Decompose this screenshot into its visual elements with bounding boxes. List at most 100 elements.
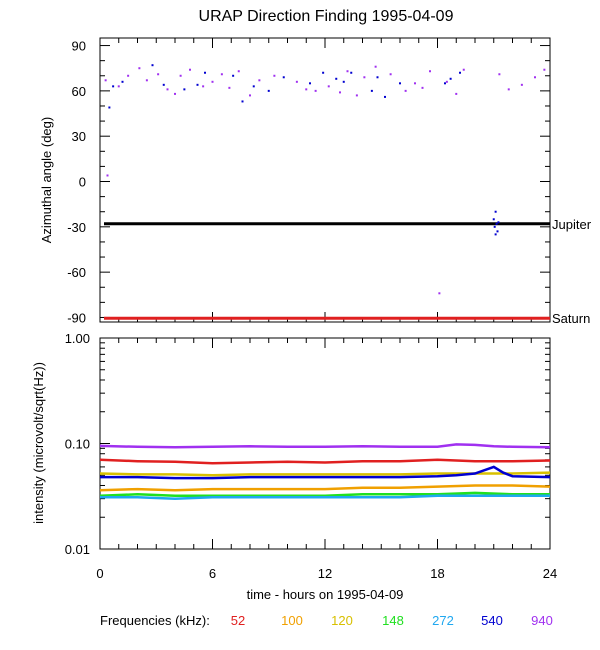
legend-item-540: 540 xyxy=(481,613,503,628)
azimuth-point-540 xyxy=(493,225,496,228)
x-tick-label: 24 xyxy=(543,566,557,581)
intensity-y-tick-label: 0.10 xyxy=(65,437,90,452)
azimuth-point-540 xyxy=(376,76,379,79)
azimuth-point-540 xyxy=(196,83,199,86)
intensity-lines xyxy=(99,443,551,500)
azimuth-point-940 xyxy=(157,73,160,76)
azimuth-point-540 xyxy=(459,71,461,74)
azimuth-point-540 xyxy=(492,218,495,221)
intensity-series-100 xyxy=(99,484,551,492)
legend-item-940: 940 xyxy=(531,613,553,628)
azimuth-point-940 xyxy=(166,88,169,91)
legend-item-120: 120 xyxy=(331,613,353,628)
intensity-y-tick-label: 1.00 xyxy=(65,331,90,346)
azimuth-point-940 xyxy=(104,79,107,82)
azimuth-point-940 xyxy=(389,73,392,76)
azimuth-point-940 xyxy=(211,80,214,83)
azimuth-panel: 90 60 30 0 -30 -60 -90 Jupiter Saturn Azimuthal… xyxy=(39,37,592,326)
azimuth-point-940 xyxy=(421,86,424,89)
azimuth-point-940 xyxy=(138,67,141,70)
azimuth-point-540 xyxy=(309,82,311,85)
x-tick-label: 0 xyxy=(96,566,103,581)
azimuth-point-540 xyxy=(121,80,124,83)
azimuth-point-540 xyxy=(494,210,497,213)
azimuth-plot-frame xyxy=(99,37,551,323)
azimuth-point-940 xyxy=(462,68,465,71)
azimuth-point-540 xyxy=(112,85,115,88)
azimuth-point-940 xyxy=(314,89,317,92)
intensity-series-272 xyxy=(100,494,550,500)
legend: Frequencies (kHz): 52 100 120 148 272 540 940 xyxy=(100,613,553,628)
azimuth-point-940 xyxy=(363,76,366,79)
azimuth-point-940 xyxy=(228,86,231,89)
azimuth-y-tick-label: 30 xyxy=(72,129,86,144)
azimuth-point-940 xyxy=(305,88,308,91)
azimuth-point-940 xyxy=(249,94,251,97)
x-tick-label: 12 xyxy=(318,566,332,581)
azimuth-point-940 xyxy=(438,292,441,295)
azimuth-point-940 xyxy=(355,94,358,97)
legend-item-100: 100 xyxy=(281,613,303,628)
azimuth-point-940 xyxy=(237,70,240,73)
azimuth-point-540 xyxy=(335,77,338,80)
azimuth-point-940 xyxy=(455,92,458,95)
intensity-plot-frame xyxy=(99,337,551,550)
x-tick-label: 18 xyxy=(430,566,444,581)
azimuth-y-tick-label: 0 xyxy=(79,175,86,190)
legend-item-148: 148 xyxy=(382,613,404,628)
azimuth-point-540 xyxy=(342,80,345,83)
azimuth-y-tick-label: 60 xyxy=(72,84,86,99)
azimuth-point-940 xyxy=(534,76,536,79)
azimuth-point-940 xyxy=(273,74,276,77)
azimuth-point-940 xyxy=(220,73,223,76)
intensity-y-tick-label: 0.01 xyxy=(65,542,90,557)
azimuth-point-940 xyxy=(339,91,341,94)
legend-item-52: 52 xyxy=(231,613,245,628)
azimuth-point-940 xyxy=(327,85,330,88)
azimuth-point-540 xyxy=(241,100,244,103)
intensity-panel: 1.00 0.10 0.01 intensity (microvolt/sqrt(H… xyxy=(31,331,551,557)
azimuth-point-940 xyxy=(543,68,546,71)
legend-item-272: 272 xyxy=(432,613,454,628)
azimuth-point-540 xyxy=(449,77,452,80)
azimuth-point-540 xyxy=(183,88,186,91)
azimuth-point-540 xyxy=(497,221,500,224)
azimuth-axis-label: Azimuthal angle (deg) xyxy=(39,117,54,243)
azimuth-point-940 xyxy=(295,80,298,83)
reference-label-jupiter: Jupiter xyxy=(552,217,592,232)
azimuth-point-940 xyxy=(429,70,431,73)
azimuth-point-540 xyxy=(204,71,206,74)
azimuth-point-940 xyxy=(414,82,416,85)
azimuth-point-540 xyxy=(267,89,270,92)
azimuth-point-540 xyxy=(495,222,498,225)
azimuth-point-940 xyxy=(127,74,130,77)
azimuth-point-940 xyxy=(202,85,205,88)
azimuth-point-540 xyxy=(370,89,373,92)
azimuth-point-540 xyxy=(384,95,386,98)
azimuth-point-540 xyxy=(162,83,165,86)
legend-label: Frequencies (kHz): xyxy=(100,613,210,628)
reference-label-saturn: Saturn xyxy=(552,311,590,326)
azimuth-point-540 xyxy=(252,85,255,88)
azimuth-point-940 xyxy=(498,73,501,76)
azimuth-point-940 xyxy=(258,79,261,82)
azimuth-point-940 xyxy=(174,92,176,95)
intensity-series-120 xyxy=(99,471,551,477)
azimuth-point-940 xyxy=(507,88,510,91)
azimuth-point-540 xyxy=(496,230,499,233)
x-tick-labels: 0 6 12 18 24 xyxy=(96,566,557,581)
azimuth-point-940 xyxy=(145,79,148,82)
reference-lines: Jupiter Saturn xyxy=(104,217,592,326)
intensity-series-148 xyxy=(99,491,550,497)
azimuth-point-540 xyxy=(444,82,446,85)
azimuth-point-940 xyxy=(189,68,191,71)
azimuth-point-540 xyxy=(350,71,353,74)
chart-title: URAP Direction Finding 1995-04-09 xyxy=(199,8,454,25)
legend-items: 52 100 120 148 272 540 940 xyxy=(231,613,553,628)
azimuth-point-540 xyxy=(232,74,235,77)
azimuth-y-tick-label: 90 xyxy=(72,39,86,54)
azimuth-point-940 xyxy=(117,85,120,88)
azimuth-y-tick-label: -60 xyxy=(67,265,86,280)
intensity-axis-label: intensity (microvolt/sqrt(Hz)) xyxy=(31,362,46,524)
